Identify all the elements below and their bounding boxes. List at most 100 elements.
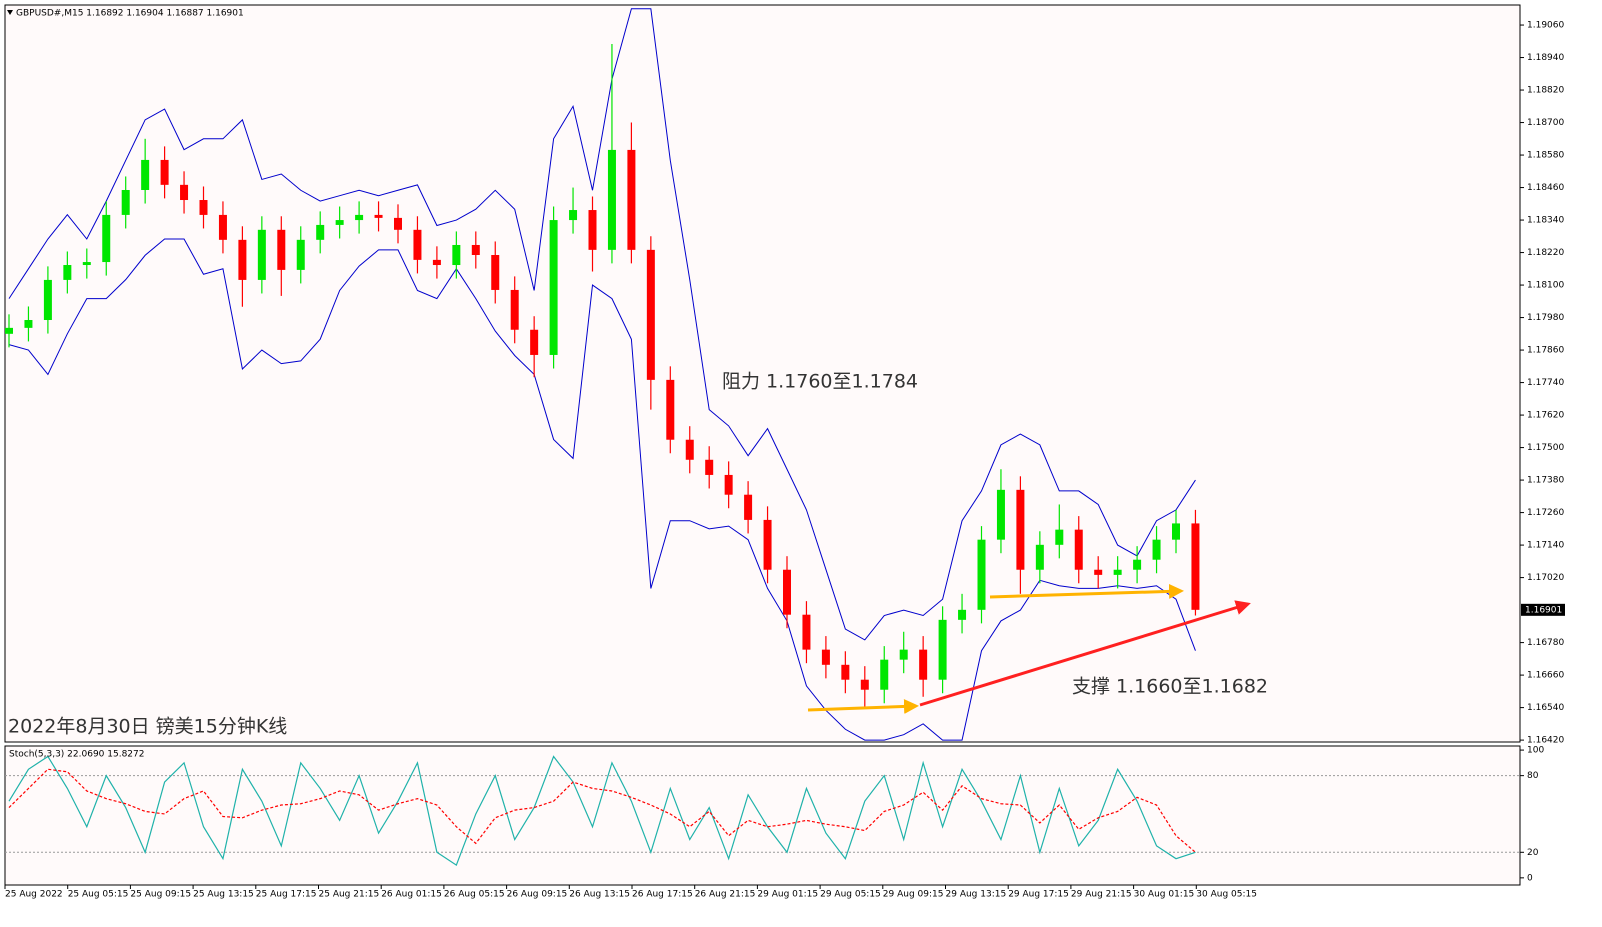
candle-body [471, 244, 480, 256]
stoch-line [8, 755, 1196, 866]
candle-body [666, 379, 675, 440]
candle-body [199, 200, 208, 215]
x-tick-label: 25 Aug 05:15 [68, 890, 129, 900]
candle-body [394, 217, 402, 230]
candle-body [63, 265, 72, 280]
candle-body [724, 474, 733, 495]
candle-body [1152, 539, 1161, 560]
y-tick-label: 100 [1527, 746, 1544, 756]
y-tick-label: 0 [1527, 873, 1533, 883]
y-tick-label: 1.16660 [1527, 671, 1564, 681]
candle-body [316, 224, 325, 240]
candle-body [1113, 569, 1122, 575]
x-tick-label: 30 Aug 05:15 [1196, 890, 1257, 900]
candle-body [938, 619, 947, 680]
candle-body [24, 320, 33, 328]
candle-body [627, 149, 636, 250]
x-tick-label: 25 Aug 17:15 [256, 890, 317, 900]
annotation: 2022年8月30日 镑美15分钟K线 [8, 716, 287, 738]
candle-body [180, 184, 189, 201]
candle-body [977, 539, 986, 610]
candle-body [860, 679, 869, 690]
candle-body [277, 229, 286, 270]
arrow [989, 583, 1184, 599]
candle-body [160, 159, 169, 185]
candle-body [1191, 523, 1200, 610]
candle-body [1094, 569, 1103, 575]
candle-body [821, 649, 830, 665]
candle-body [491, 255, 500, 290]
candle-body [763, 519, 772, 570]
main-plot [5, 8, 1200, 741]
stoch-plot [5, 755, 1520, 866]
y-tick-label: 1.18100 [1527, 281, 1564, 291]
candle-body [355, 214, 364, 221]
candle-body [996, 489, 1005, 540]
candle-body [899, 649, 908, 660]
candle-body [413, 229, 422, 260]
annotation: 支撑 1.1660至1.1682 [1072, 676, 1268, 698]
arrow [807, 698, 919, 714]
arrow [919, 600, 1251, 707]
y-tick-label: 1.16780 [1527, 638, 1564, 648]
y-tick-label: 1.18820 [1527, 86, 1564, 96]
x-tick-label: 29 Aug 01:15 [757, 890, 818, 900]
candle-body [121, 189, 130, 215]
bollinger-band [8, 8, 1196, 641]
y-tick-label: 1.18700 [1527, 118, 1564, 128]
y-tick-label: 1.18340 [1527, 216, 1564, 226]
candle-body [1055, 529, 1064, 545]
x-tick-label: 29 Aug 13:15 [946, 890, 1007, 900]
x-tick-label: 25 Aug 09:15 [130, 890, 191, 900]
last-price-label: 1.16901 [1525, 605, 1562, 615]
candle-body [257, 229, 266, 280]
candle-body [880, 659, 889, 690]
x-tick-label: 29 Aug 05:15 [820, 890, 881, 900]
x-tick-label: 26 Aug 09:15 [507, 890, 568, 900]
y-tick-label: 1.17980 [1527, 313, 1564, 323]
candle-body [510, 289, 519, 330]
y-tick-label: 1.18580 [1527, 151, 1564, 161]
header-icon [7, 10, 13, 15]
candle-body [374, 214, 383, 218]
x-tick-label: 26 Aug 05:15 [444, 890, 505, 900]
y-tick-label: 1.17500 [1527, 443, 1564, 453]
candle-body [1035, 544, 1044, 570]
y-tick-label: 1.19060 [1527, 21, 1564, 31]
x-tick-label: 26 Aug 01:15 [381, 890, 442, 900]
y-tick-label: 1.17260 [1527, 508, 1564, 518]
candle-body [783, 569, 791, 615]
y-tick-label: 1.17620 [1527, 411, 1564, 421]
candle-body [335, 220, 344, 225]
bollinger-band [8, 238, 1196, 741]
candle-body [296, 239, 305, 270]
candle-body [588, 210, 597, 250]
y-tick-label: 1.18220 [1527, 248, 1564, 258]
x-tick-label: 29 Aug 21:15 [1071, 890, 1132, 900]
candle-body [685, 439, 694, 460]
candle-body [238, 239, 247, 280]
y-tick-label: 1.17020 [1527, 573, 1564, 583]
main-pane [4, 4, 1521, 743]
y-tick-label: 1.16420 [1527, 736, 1564, 746]
stoch-line [8, 768, 1196, 853]
candle-body [432, 259, 441, 266]
x-tick-label: 25 Aug 21:15 [319, 890, 380, 900]
candle-body [919, 649, 928, 680]
candle-body [1016, 489, 1025, 570]
candle-body [1133, 559, 1142, 570]
candle-body [1074, 529, 1083, 570]
x-tick-label: 26 Aug 17:15 [632, 890, 693, 900]
y-tick-label: 80 [1527, 771, 1539, 781]
last-price-box [1521, 603, 1565, 616]
candle-body [5, 327, 13, 334]
x-tick-label: 30 Aug 01:15 [1134, 890, 1195, 900]
x-tick-label: 26 Aug 13:15 [569, 890, 630, 900]
x-tick-label: 26 Aug 21:15 [695, 890, 756, 900]
candle-body [141, 159, 150, 190]
y-tick-label: 1.18460 [1527, 183, 1564, 193]
y-tick-label: 1.16540 [1527, 703, 1564, 713]
candle-body [607, 149, 616, 250]
candle-body [102, 214, 111, 263]
symbol-header: GBPUSD#,M15 1.16892 1.16904 1.16887 1.16… [16, 9, 244, 19]
